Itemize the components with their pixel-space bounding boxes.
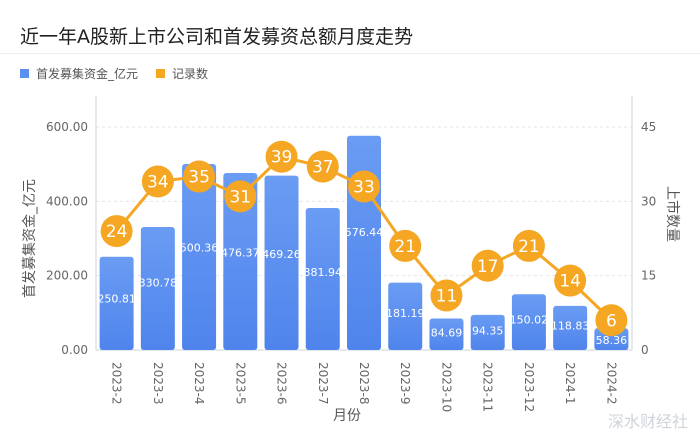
bar-value-label: 330.78	[139, 276, 178, 289]
x-tick-label: 2023-3	[151, 362, 165, 405]
chart-title: 近一年A股新上市公司和首发募资总额月度走势	[20, 26, 413, 48]
x-tick-label: 2023-12	[522, 362, 536, 412]
x-tick-label: 2023-9	[398, 362, 412, 405]
line-point-label: 33	[353, 177, 375, 197]
bar[interactable]	[470, 314, 505, 350]
x-tick-label: 2023-6	[275, 362, 289, 405]
line-point[interactable]	[595, 304, 628, 337]
line-point[interactable]	[471, 249, 504, 282]
bar-value-label: 576.44	[345, 226, 384, 239]
left-tick-label: 0.00	[61, 343, 88, 357]
bar-value-label: 58.36	[596, 334, 628, 347]
bar[interactable]	[511, 294, 546, 350]
left-axis-title: 首发募集资金_亿元	[21, 179, 38, 298]
bar-value-label: 381.94	[304, 266, 343, 279]
left-tick-label: 200.00	[46, 269, 88, 283]
bar-value-label: 118.83	[551, 320, 590, 333]
line-point[interactable]	[306, 150, 339, 183]
legend-swatch-count	[156, 69, 166, 78]
left-tick-label: 600.00	[46, 120, 88, 134]
watermark: 深水财经社	[607, 412, 688, 431]
line-point-label: 17	[477, 257, 499, 277]
x-tick-label: 2023-10	[439, 362, 453, 412]
bar[interactable]	[305, 208, 340, 350]
bar[interactable]	[182, 164, 217, 350]
line-point[interactable]	[100, 215, 133, 248]
legend-item-count[interactable]: 记录数	[156, 65, 208, 82]
bar-value-label: 469.26	[262, 248, 301, 261]
x-tick-label: 2023-11	[481, 362, 495, 412]
bar-value-label: 476.37	[221, 247, 260, 260]
x-tick-label: 2024-2	[604, 362, 618, 405]
bar-value-label: 94.35	[472, 325, 504, 338]
line-point[interactable]	[389, 229, 422, 262]
title-divider	[0, 53, 700, 54]
x-tick-label: 2023-8	[357, 362, 371, 405]
line-point[interactable]	[430, 279, 463, 312]
line-point[interactable]	[512, 229, 545, 262]
bar-value-label: 84.69	[431, 327, 463, 340]
bar[interactable]	[347, 135, 381, 350]
line-point[interactable]	[141, 165, 174, 198]
legend-item-funds[interactable]: 首发募集资金_亿元	[20, 65, 138, 82]
line-point-label: 31	[229, 187, 251, 207]
bar[interactable]	[553, 305, 588, 350]
bar[interactable]	[140, 227, 175, 350]
bar[interactable]	[223, 172, 258, 350]
line-point-label: 39	[271, 148, 293, 168]
bar-value-label: 500.36	[180, 242, 219, 255]
line-point[interactable]	[265, 140, 298, 173]
legend-label-count: 记录数	[172, 67, 209, 81]
line-point-label: 14	[559, 272, 581, 292]
legend: 首发募集资金_亿元 记录数	[20, 65, 226, 82]
right-tick-label: 30	[641, 194, 656, 208]
x-tick-label: 2024-1	[563, 362, 577, 405]
bar[interactable]	[388, 282, 423, 350]
line-point-label: 21	[518, 237, 540, 257]
bar-value-label: 250.81	[97, 293, 136, 306]
gridlines	[96, 126, 632, 277]
right-tick-label: 15	[641, 269, 656, 283]
x-tick-label: 2023-2	[110, 362, 124, 405]
right-tick-label: 45	[641, 120, 656, 134]
line-point-label: 24	[106, 222, 128, 242]
line-point-label: 35	[188, 168, 210, 188]
legend-label-funds: 首发募集资金_亿元	[36, 67, 139, 81]
legend-swatch-funds	[20, 69, 29, 78]
line-point-label: 6	[606, 311, 617, 331]
x-tick-label: 2023-5	[233, 362, 247, 405]
line-point-label: 37	[312, 158, 334, 178]
line-point[interactable]	[554, 264, 587, 297]
bar[interactable]	[429, 318, 464, 350]
line-point-label: 21	[394, 237, 416, 257]
line-point[interactable]	[348, 170, 380, 203]
line-point-label: 11	[436, 286, 458, 306]
line-series: 24 34 35 31 39 37 33 21 11 17 21 14 6	[100, 140, 628, 337]
x-tick-label: 2023-4	[192, 362, 206, 405]
bar-value-label: 150.02	[510, 313, 549, 326]
x-tick-label: 2023-7	[316, 362, 330, 405]
line-point[interactable]	[224, 180, 257, 213]
right-axis-title: 上市数量	[664, 186, 681, 242]
line-point-label: 34	[147, 173, 169, 193]
x-axis-title: 月份	[333, 408, 361, 424]
line-point[interactable]	[183, 160, 216, 193]
axis-labels: 0.00 200.00 400.00 600.00 0 15 30 45 首发募集资金_亿元 上市…	[21, 120, 681, 424]
right-tick-label: 0	[641, 343, 649, 357]
bar[interactable]	[264, 175, 299, 350]
bar-value-label: 181.19	[386, 307, 425, 320]
left-tick-label: 400.00	[46, 194, 88, 208]
bar[interactable]	[99, 256, 134, 350]
